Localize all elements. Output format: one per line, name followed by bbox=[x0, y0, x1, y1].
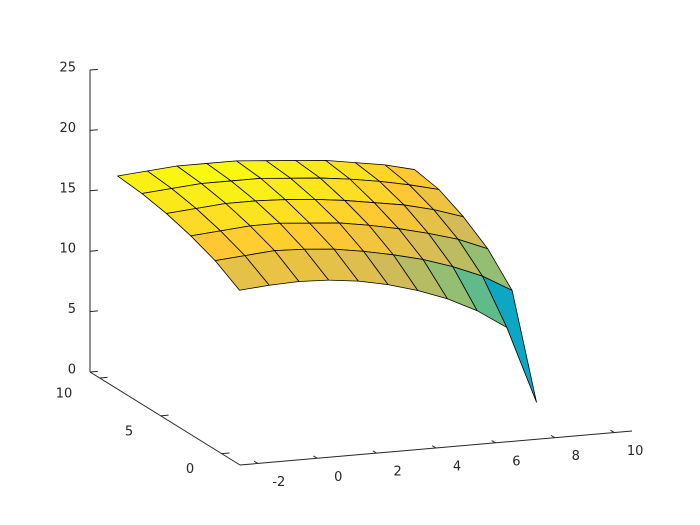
z-tick bbox=[89, 250, 98, 252]
y-tick bbox=[221, 452, 230, 455]
z-tick bbox=[89, 370, 98, 373]
y-tick bbox=[99, 376, 108, 379]
y-tick-label: 5 bbox=[125, 424, 133, 439]
z-tick-label: 0 bbox=[68, 363, 76, 378]
x-tick-label: 6 bbox=[512, 454, 520, 469]
z-tick-label: 15 bbox=[59, 181, 76, 196]
z-tick-label: 20 bbox=[59, 121, 76, 136]
y-tick-label: 0 bbox=[186, 462, 194, 477]
x-tick bbox=[491, 440, 496, 444]
x-tick-label: 10 bbox=[627, 444, 644, 459]
z-tick bbox=[89, 310, 98, 313]
y-axis bbox=[89, 371, 241, 466]
z-tick-label: 5 bbox=[68, 302, 76, 317]
surface-face bbox=[214, 255, 270, 291]
y-tick bbox=[160, 414, 169, 417]
z-tick bbox=[89, 68, 98, 71]
x-tick-label: 2 bbox=[393, 465, 401, 480]
y-tick-label: 10 bbox=[56, 387, 73, 402]
x-tick bbox=[372, 450, 377, 454]
x-tick-label: 0 bbox=[334, 470, 342, 485]
x-tick bbox=[610, 429, 615, 433]
x-tick-label: 8 bbox=[572, 449, 580, 464]
x-tick bbox=[550, 434, 556, 439]
x-tick bbox=[431, 445, 437, 449]
x-tick bbox=[313, 455, 318, 459]
z-tick-label: 10 bbox=[59, 242, 76, 257]
x-tick-label: -2 bbox=[272, 475, 285, 490]
x-tick bbox=[253, 460, 259, 464]
x-tick-label: 4 bbox=[453, 460, 461, 475]
z-tick bbox=[89, 129, 98, 131]
z-tick-label: 25 bbox=[59, 61, 76, 76]
z-tick bbox=[89, 189, 98, 192]
